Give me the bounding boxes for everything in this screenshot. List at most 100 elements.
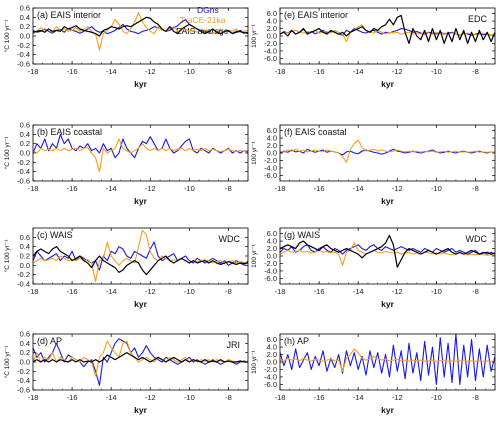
x-tick-label: -12 [392, 67, 403, 76]
series-line-eais-average [280, 234, 495, 268]
y-tick-label: -0.2 [17, 270, 30, 279]
x-tick-label: -8 [472, 287, 479, 296]
site-label: EDC [468, 14, 488, 24]
y-axis-label: °C 100 yr⁻¹ [3, 345, 11, 379]
series-line-dgns [280, 334, 495, 385]
y-tick-label: 0.0 [267, 358, 277, 367]
y-tick-label: 0.4 [20, 242, 30, 251]
series-line-eais-average [280, 14, 495, 45]
x-tick-label: -16 [314, 184, 325, 193]
panel-6: -18 -16 -14 -12 -10 -8 -6.0-4.0-2.00.02.04.06.… [251, 124, 496, 206]
panel-5: -18 -16 -14 -12 -10 -8 -6.0-4.0-2.00.02.04.06.… [251, 7, 496, 89]
y-tick-label: -0.2 [17, 367, 30, 376]
x-tick-label: -8 [472, 67, 479, 76]
y-tick-label: 2.0 [267, 24, 277, 33]
x-tick-label: -12 [392, 184, 403, 193]
x-tick-label: -14 [353, 393, 364, 402]
x-tick-label: -16 [314, 393, 325, 402]
y-tick-label: -4.0 [264, 46, 277, 55]
x-tick-label: -18 [275, 287, 286, 296]
x-tick-label: -8 [225, 287, 232, 296]
x-tick-label: -10 [184, 393, 195, 402]
y-tick-label: 2.0 [267, 244, 277, 253]
y-tick-label: -0.4 [17, 376, 30, 385]
y-tick-label: 0.4 [20, 339, 30, 348]
x-tick-label: -18 [28, 67, 39, 76]
y-tick-label: 0.2 [20, 139, 30, 148]
panel-3: -18 -16 -14 -12 -10 -8 -0.4-0.20.00.20.40.6 kyr… [3, 227, 249, 309]
x-tick-label: -16 [67, 184, 78, 193]
series-line-eais-average [33, 246, 248, 276]
y-tick-label: 6.0 [267, 229, 277, 238]
panel-title: (c) WAIS [37, 230, 73, 240]
x-tick-label: -16 [67, 67, 78, 76]
y-tick-label: 0.4 [20, 130, 30, 139]
y-tick-label: -0.4 [17, 280, 30, 289]
x-tick-label: -8 [472, 184, 479, 193]
panel-1: -18 -16 -14 -12 -10 -8 -0.6-0.4-0.20.00.20.40.… [3, 4, 249, 89]
y-tick-label: -4.0 [264, 372, 277, 381]
y-tick-label: -2.0 [264, 156, 277, 165]
y-tick-label: -0.2 [17, 158, 30, 167]
legend-entry-dgns: DGns [197, 5, 219, 15]
x-tick-label: -14 [353, 67, 364, 76]
y-tick-label: -0.4 [17, 50, 30, 59]
panel-title: (e) EAIS interior [284, 10, 348, 20]
x-axis-label: kyr [381, 79, 394, 89]
y-tick-label: -0.2 [17, 41, 30, 50]
y-tick-label: 6.0 [267, 335, 277, 344]
y-axis-label: °C 100 yr⁻¹ [3, 239, 11, 273]
x-tick-label: -10 [184, 184, 195, 193]
y-tick-label: 0.6 [20, 330, 30, 339]
y-tick-label: -6.0 [264, 274, 277, 283]
x-tick-label: -10 [431, 287, 442, 296]
y-tick-label: -6.0 [264, 380, 277, 389]
x-tick-label: -10 [431, 393, 442, 402]
panel-title: (d) AP [37, 336, 62, 346]
x-tick-label: -14 [106, 393, 117, 402]
x-tick-label: -16 [67, 393, 78, 402]
panel-7: -18 -16 -14 -12 -10 -8 -6.0-4.0-2.00.02.04.06.… [251, 227, 496, 309]
site-label: WDC [466, 234, 488, 244]
x-tick-label: -16 [314, 67, 325, 76]
x-axis-label: kyr [381, 196, 394, 206]
y-tick-label: -0.4 [17, 167, 30, 176]
y-axis-label: 100 yr⁻¹ [251, 349, 258, 373]
x-tick-label: -8 [472, 393, 479, 402]
y-tick-label: -4.0 [264, 163, 277, 172]
x-axis-label: kyr [134, 79, 147, 89]
panel-title: (f) EAIS coastal [284, 127, 347, 137]
series-line-trace-21ka [280, 348, 495, 372]
y-tick-label: 0.0 [20, 32, 30, 41]
legend-entry-trace: TraCE-21ka [180, 15, 226, 25]
x-tick-label: -12 [145, 184, 156, 193]
x-tick-label: -12 [145, 393, 156, 402]
x-tick-label: -10 [431, 184, 442, 193]
series-line-trace-21ka [280, 139, 495, 163]
y-tick-label: 0.0 [267, 32, 277, 41]
x-axis-label: kyr [134, 196, 147, 206]
y-tick-label: 4.0 [267, 134, 277, 143]
x-tick-label: -10 [431, 67, 442, 76]
y-tick-label: 4.0 [267, 343, 277, 352]
panels-group: -18 -16 -14 -12 -10 -8-0.6-0.4-0.20.00.20.40.… [3, 4, 496, 415]
y-axis-label: 100 yr⁻¹ [251, 140, 258, 164]
y-tick-label: 0.6 [20, 4, 30, 13]
x-axis-label: kyr [134, 405, 147, 415]
y-tick-label: 4.0 [267, 17, 277, 26]
y-tick-label: -0.6 [17, 177, 30, 186]
panel-2: -18 -16 -14 -12 -10 -8 -0.6-0.4-0.20.00.20.40.… [3, 121, 249, 206]
y-tick-label: -2.0 [264, 259, 277, 268]
y-tick-label: 0.2 [20, 22, 30, 31]
x-tick-label: -12 [392, 393, 403, 402]
x-tick-label: -14 [106, 184, 117, 193]
y-tick-label: 6.0 [267, 126, 277, 135]
x-tick-label: -18 [28, 393, 39, 402]
x-tick-label: -12 [145, 67, 156, 76]
y-axis-label: 100 yr⁻¹ [251, 243, 258, 267]
x-tick-label: -12 [392, 287, 403, 296]
y-axis-label: °C 100 yr⁻¹ [3, 136, 11, 170]
x-tick-label: -18 [28, 184, 39, 193]
x-tick-label: -14 [353, 184, 364, 193]
x-tick-label: -14 [106, 287, 117, 296]
